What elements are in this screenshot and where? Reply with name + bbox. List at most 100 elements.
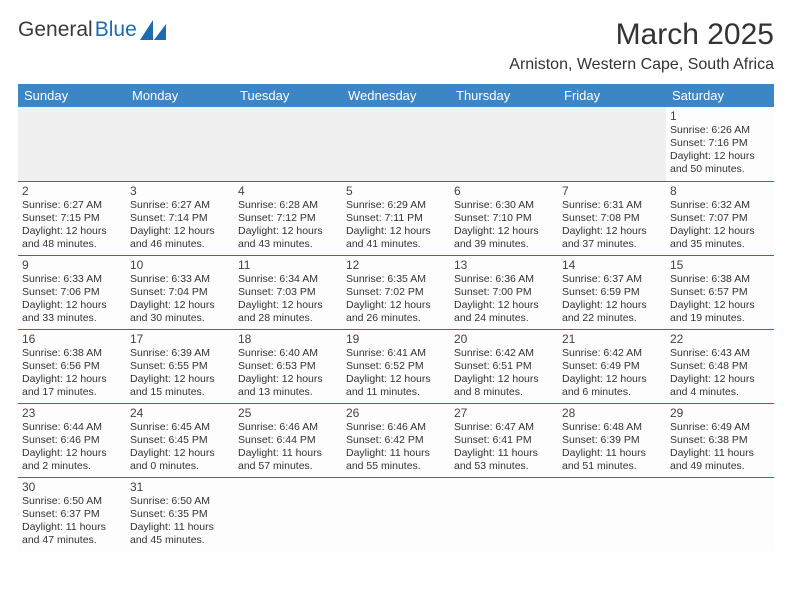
daylight-line: Daylight: 11 hours and 47 minutes.: [22, 521, 122, 547]
day-number: 13: [454, 258, 554, 272]
day-number: 10: [130, 258, 230, 272]
day-number: 19: [346, 332, 446, 346]
sunset-line: Sunset: 6:49 PM: [562, 360, 662, 373]
sunset-line: Sunset: 6:46 PM: [22, 434, 122, 447]
calendar-cell: 30Sunrise: 6:50 AMSunset: 6:37 PMDayligh…: [18, 477, 126, 551]
sunrise-line: Sunrise: 6:33 AM: [130, 273, 230, 286]
sunrise-line: Sunrise: 6:41 AM: [346, 347, 446, 360]
daylight-line: Daylight: 12 hours and 0 minutes.: [130, 447, 230, 473]
sunset-line: Sunset: 7:04 PM: [130, 286, 230, 299]
sunrise-line: Sunrise: 6:42 AM: [562, 347, 662, 360]
sunset-line: Sunset: 6:42 PM: [346, 434, 446, 447]
day-number: 16: [22, 332, 122, 346]
daylight-line: Daylight: 12 hours and 41 minutes.: [346, 225, 446, 251]
daylight-line: Daylight: 12 hours and 35 minutes.: [670, 225, 770, 251]
sunrise-line: Sunrise: 6:35 AM: [346, 273, 446, 286]
sunset-line: Sunset: 7:06 PM: [22, 286, 122, 299]
sunrise-line: Sunrise: 6:34 AM: [238, 273, 338, 286]
daylight-line: Daylight: 12 hours and 17 minutes.: [22, 373, 122, 399]
calendar-cell: 5Sunrise: 6:29 AMSunset: 7:11 PMDaylight…: [342, 181, 450, 255]
daylight-line: Daylight: 12 hours and 13 minutes.: [238, 373, 338, 399]
day-header: Monday: [126, 84, 234, 107]
sunset-line: Sunset: 7:11 PM: [346, 212, 446, 225]
sunrise-line: Sunrise: 6:31 AM: [562, 199, 662, 212]
page-title: March 2025: [509, 18, 774, 52]
calendar-cell: 10Sunrise: 6:33 AMSunset: 7:04 PMDayligh…: [126, 255, 234, 329]
sunrise-line: Sunrise: 6:32 AM: [670, 199, 770, 212]
calendar-cell: 21Sunrise: 6:42 AMSunset: 6:49 PMDayligh…: [558, 329, 666, 403]
sunset-line: Sunset: 6:55 PM: [130, 360, 230, 373]
sunrise-line: Sunrise: 6:36 AM: [454, 273, 554, 286]
sunset-line: Sunset: 7:08 PM: [562, 212, 662, 225]
sunset-line: Sunset: 7:10 PM: [454, 212, 554, 225]
sunset-line: Sunset: 6:56 PM: [22, 360, 122, 373]
calendar-cell: [18, 107, 126, 181]
day-number: 24: [130, 406, 230, 420]
day-number: 14: [562, 258, 662, 272]
daylight-line: Daylight: 12 hours and 39 minutes.: [454, 225, 554, 251]
calendar-cell: 14Sunrise: 6:37 AMSunset: 6:59 PMDayligh…: [558, 255, 666, 329]
sunset-line: Sunset: 7:12 PM: [238, 212, 338, 225]
brand-part1: General: [18, 18, 93, 42]
day-header: Friday: [558, 84, 666, 107]
day-number: 18: [238, 332, 338, 346]
calendar-cell: 13Sunrise: 6:36 AMSunset: 7:00 PMDayligh…: [450, 255, 558, 329]
sunset-line: Sunset: 7:00 PM: [454, 286, 554, 299]
sunrise-line: Sunrise: 6:27 AM: [130, 199, 230, 212]
sunrise-line: Sunrise: 6:26 AM: [670, 124, 770, 137]
sunset-line: Sunset: 6:44 PM: [238, 434, 338, 447]
daylight-line: Daylight: 12 hours and 46 minutes.: [130, 225, 230, 251]
day-number: 31: [130, 480, 230, 494]
day-number: 8: [670, 184, 770, 198]
sunset-line: Sunset: 7:14 PM: [130, 212, 230, 225]
day-header: Tuesday: [234, 84, 342, 107]
daylight-line: Daylight: 11 hours and 51 minutes.: [562, 447, 662, 473]
daylight-line: Daylight: 12 hours and 30 minutes.: [130, 299, 230, 325]
sunset-line: Sunset: 6:59 PM: [562, 286, 662, 299]
sunset-line: Sunset: 6:38 PM: [670, 434, 770, 447]
calendar-cell: 24Sunrise: 6:45 AMSunset: 6:45 PMDayligh…: [126, 403, 234, 477]
calendar-cell: 19Sunrise: 6:41 AMSunset: 6:52 PMDayligh…: [342, 329, 450, 403]
calendar-cell: 3Sunrise: 6:27 AMSunset: 7:14 PMDaylight…: [126, 181, 234, 255]
sunset-line: Sunset: 6:35 PM: [130, 508, 230, 521]
day-header: Sunday: [18, 84, 126, 107]
calendar-table: SundayMondayTuesdayWednesdayThursdayFrid…: [18, 84, 774, 551]
daylight-line: Daylight: 11 hours and 49 minutes.: [670, 447, 770, 473]
sunset-line: Sunset: 6:51 PM: [454, 360, 554, 373]
sunset-line: Sunset: 7:16 PM: [670, 137, 770, 150]
day-header: Thursday: [450, 84, 558, 107]
daylight-line: Daylight: 11 hours and 55 minutes.: [346, 447, 446, 473]
calendar-cell: 31Sunrise: 6:50 AMSunset: 6:35 PMDayligh…: [126, 477, 234, 551]
sunset-line: Sunset: 7:02 PM: [346, 286, 446, 299]
sunrise-line: Sunrise: 6:46 AM: [346, 421, 446, 434]
day-number: 21: [562, 332, 662, 346]
daylight-line: Daylight: 12 hours and 8 minutes.: [454, 373, 554, 399]
sunset-line: Sunset: 6:37 PM: [22, 508, 122, 521]
sunrise-line: Sunrise: 6:48 AM: [562, 421, 662, 434]
sunset-line: Sunset: 6:41 PM: [454, 434, 554, 447]
sunrise-line: Sunrise: 6:33 AM: [22, 273, 122, 286]
sunrise-line: Sunrise: 6:38 AM: [22, 347, 122, 360]
day-number: 22: [670, 332, 770, 346]
calendar-cell: 20Sunrise: 6:42 AMSunset: 6:51 PMDayligh…: [450, 329, 558, 403]
daylight-line: Daylight: 12 hours and 4 minutes.: [670, 373, 770, 399]
brand-part2: Blue: [95, 18, 137, 42]
sunset-line: Sunset: 6:57 PM: [670, 286, 770, 299]
daylight-line: Daylight: 12 hours and 11 minutes.: [346, 373, 446, 399]
daylight-line: Daylight: 12 hours and 48 minutes.: [22, 225, 122, 251]
daylight-line: Daylight: 11 hours and 57 minutes.: [238, 447, 338, 473]
day-number: 29: [670, 406, 770, 420]
calendar-cell: 25Sunrise: 6:46 AMSunset: 6:44 PMDayligh…: [234, 403, 342, 477]
day-number: 2: [22, 184, 122, 198]
sunset-line: Sunset: 6:45 PM: [130, 434, 230, 447]
calendar-cell: 23Sunrise: 6:44 AMSunset: 6:46 PMDayligh…: [18, 403, 126, 477]
calendar-cell: 15Sunrise: 6:38 AMSunset: 6:57 PMDayligh…: [666, 255, 774, 329]
calendar-cell: [450, 107, 558, 181]
sunset-line: Sunset: 7:03 PM: [238, 286, 338, 299]
calendar-cell: 29Sunrise: 6:49 AMSunset: 6:38 PMDayligh…: [666, 403, 774, 477]
sunset-line: Sunset: 6:48 PM: [670, 360, 770, 373]
day-number: 7: [562, 184, 662, 198]
sunrise-line: Sunrise: 6:42 AM: [454, 347, 554, 360]
brand-logo: GeneralBlue: [18, 18, 166, 42]
calendar-cell: 8Sunrise: 6:32 AMSunset: 7:07 PMDaylight…: [666, 181, 774, 255]
